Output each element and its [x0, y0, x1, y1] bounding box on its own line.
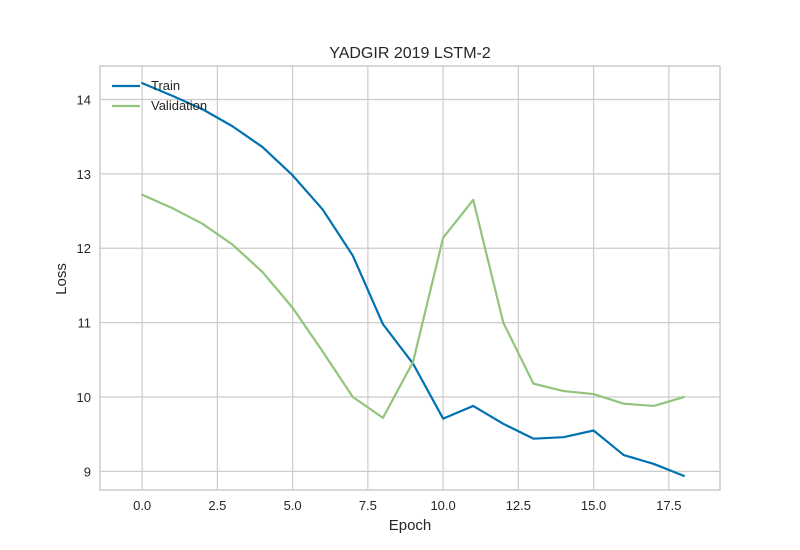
x-tick-label: 10.0: [430, 498, 455, 513]
x-tick-label: 7.5: [359, 498, 377, 513]
legend: Train Validation: [112, 78, 207, 113]
legend-label-validation: Validation: [151, 98, 207, 113]
y-tick-label: 9: [84, 464, 91, 479]
legend-label-train: Train: [151, 78, 180, 93]
plot-frame: [99, 65, 721, 491]
x-tick-label: 5.0: [284, 498, 302, 513]
y-tick-label: 10: [77, 390, 91, 405]
x-axis-label: Epoch: [389, 517, 432, 534]
x-tick-label: 15.0: [581, 498, 606, 513]
plot-area: [100, 66, 720, 490]
y-tick-label: 14: [77, 92, 91, 107]
series-line-validation: [141, 193, 685, 419]
chart-title: YADGIR 2019 LSTM-2: [329, 45, 491, 62]
y-tick-label: 11: [78, 316, 92, 331]
x-tick-label: 0.0: [133, 498, 151, 513]
y-axis-label: Loss: [53, 263, 70, 295]
y-tick-label: 12: [77, 241, 91, 256]
y-tick-label: 13: [77, 167, 91, 182]
series-lines: [141, 82, 685, 477]
grid-lines: [100, 66, 720, 490]
x-tick-label: 12.5: [506, 498, 531, 513]
tick-labels: 0.0 2.5 5.0 7.5 10.0 12.5 15.0 17.5 9 10 11 12 13 14: [77, 92, 682, 513]
x-tick-label: 17.5: [656, 498, 681, 513]
x-tick-label: 2.5: [208, 498, 226, 513]
